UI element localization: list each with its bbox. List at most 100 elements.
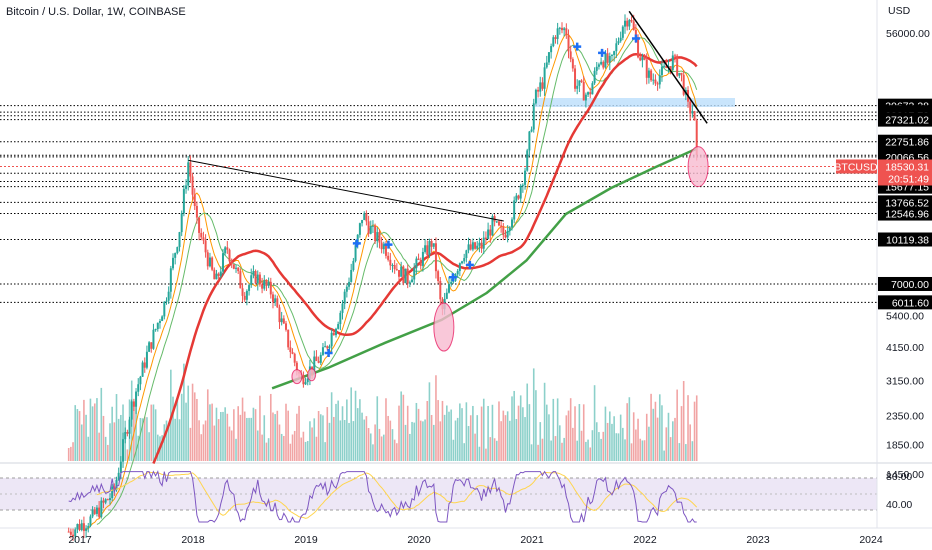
x-tick-label: 2023 — [746, 534, 770, 546]
candle-body — [265, 280, 268, 286]
candle-body — [74, 529, 77, 537]
candle-body — [195, 205, 198, 218]
volume-bar — [209, 404, 211, 461]
volume-bar — [532, 368, 535, 461]
candle-body — [82, 523, 85, 531]
volume-bar — [446, 405, 448, 461]
volume-bar — [459, 403, 461, 461]
candle-body — [274, 298, 277, 303]
candle-body — [106, 499, 109, 501]
candle-body — [87, 525, 90, 529]
rsi-tick-label: 80.00 — [886, 471, 912, 483]
candle-body — [428, 241, 431, 256]
candle-body — [578, 80, 581, 86]
candle-body — [98, 507, 101, 517]
x-tick-label: 2017 — [68, 534, 92, 546]
candle-body — [319, 354, 322, 363]
candle-body — [293, 353, 296, 363]
candle-body — [221, 253, 224, 272]
volume-bar — [300, 437, 303, 461]
volume-bar — [117, 418, 120, 461]
candle-body — [332, 332, 335, 336]
volume-bar — [109, 423, 111, 461]
candle-body — [102, 500, 105, 503]
volume-bar — [650, 393, 652, 461]
volume-bar — [126, 449, 129, 461]
volume-bar — [382, 434, 385, 461]
candle-body — [389, 259, 392, 266]
candle-body — [339, 312, 342, 325]
ma-red-line — [152, 52, 698, 464]
candle-body — [213, 269, 216, 280]
candle-body — [595, 66, 598, 71]
volume-bar — [239, 414, 242, 461]
candle-body — [426, 245, 429, 256]
candle-body — [502, 226, 505, 236]
candle-body — [691, 111, 694, 114]
volume-bar — [306, 440, 309, 461]
volume-bar — [450, 409, 452, 461]
x-tick-label: 2021 — [520, 534, 544, 546]
volume-bar — [363, 419, 366, 461]
candle-body — [447, 283, 450, 293]
volume-bar — [80, 424, 83, 461]
volume-bar — [682, 380, 685, 461]
candle-body — [508, 227, 511, 231]
candle-body — [217, 273, 220, 276]
candle-body — [434, 243, 437, 272]
candle-body — [130, 401, 133, 420]
candle-body — [365, 213, 368, 222]
volume-bar — [391, 429, 394, 461]
volume-bar — [480, 406, 483, 461]
candle-body — [139, 376, 142, 385]
volume-bar — [569, 398, 572, 461]
volume-bar — [115, 394, 118, 461]
volume-bar — [328, 422, 331, 461]
candle-body — [189, 162, 192, 177]
volume-bar — [291, 434, 294, 461]
candle-body — [132, 401, 135, 407]
volume-bar — [595, 422, 598, 461]
candle-body — [643, 57, 646, 60]
candle-body — [152, 329, 155, 349]
candle-body — [341, 303, 344, 313]
candle-body — [135, 391, 138, 407]
candle-body — [626, 20, 629, 27]
candle-body — [243, 295, 246, 300]
candle-body — [352, 260, 355, 270]
candle-body — [348, 281, 351, 287]
volume-bar — [326, 407, 329, 461]
volume-bar — [217, 419, 220, 461]
volume-bar — [582, 404, 585, 461]
candle-body — [287, 329, 290, 348]
candle-body — [613, 51, 616, 55]
candle-body — [326, 346, 329, 349]
axes: 2017 2018 2019 2020 2021 2022 2023 2024 USD 56000… — [68, 5, 932, 546]
volume-bar — [678, 443, 681, 461]
level-tag — [878, 276, 932, 291]
candle-body — [487, 229, 490, 240]
candle-body — [587, 92, 590, 95]
volume-bar — [554, 436, 557, 461]
volume-bar — [632, 412, 635, 461]
volume-bar — [313, 418, 316, 461]
candle-body — [411, 279, 414, 283]
volume-bar — [137, 435, 140, 461]
volume-bar — [113, 422, 116, 461]
candle-body — [693, 111, 696, 121]
candle-body — [552, 37, 555, 47]
volume-bar — [174, 418, 176, 461]
volume-bar — [452, 439, 455, 461]
candle-body — [432, 243, 435, 247]
candle-body — [669, 66, 672, 71]
volume-bar — [606, 422, 609, 461]
candle-body — [354, 245, 357, 261]
level-label: 13766.52 — [885, 197, 929, 209]
volume-bar — [78, 411, 81, 461]
volume-bar — [337, 400, 339, 461]
volume-bar — [354, 390, 357, 461]
x-tick-label: 2022 — [633, 534, 657, 546]
volume-bar — [589, 447, 592, 461]
candle-body — [358, 223, 361, 235]
